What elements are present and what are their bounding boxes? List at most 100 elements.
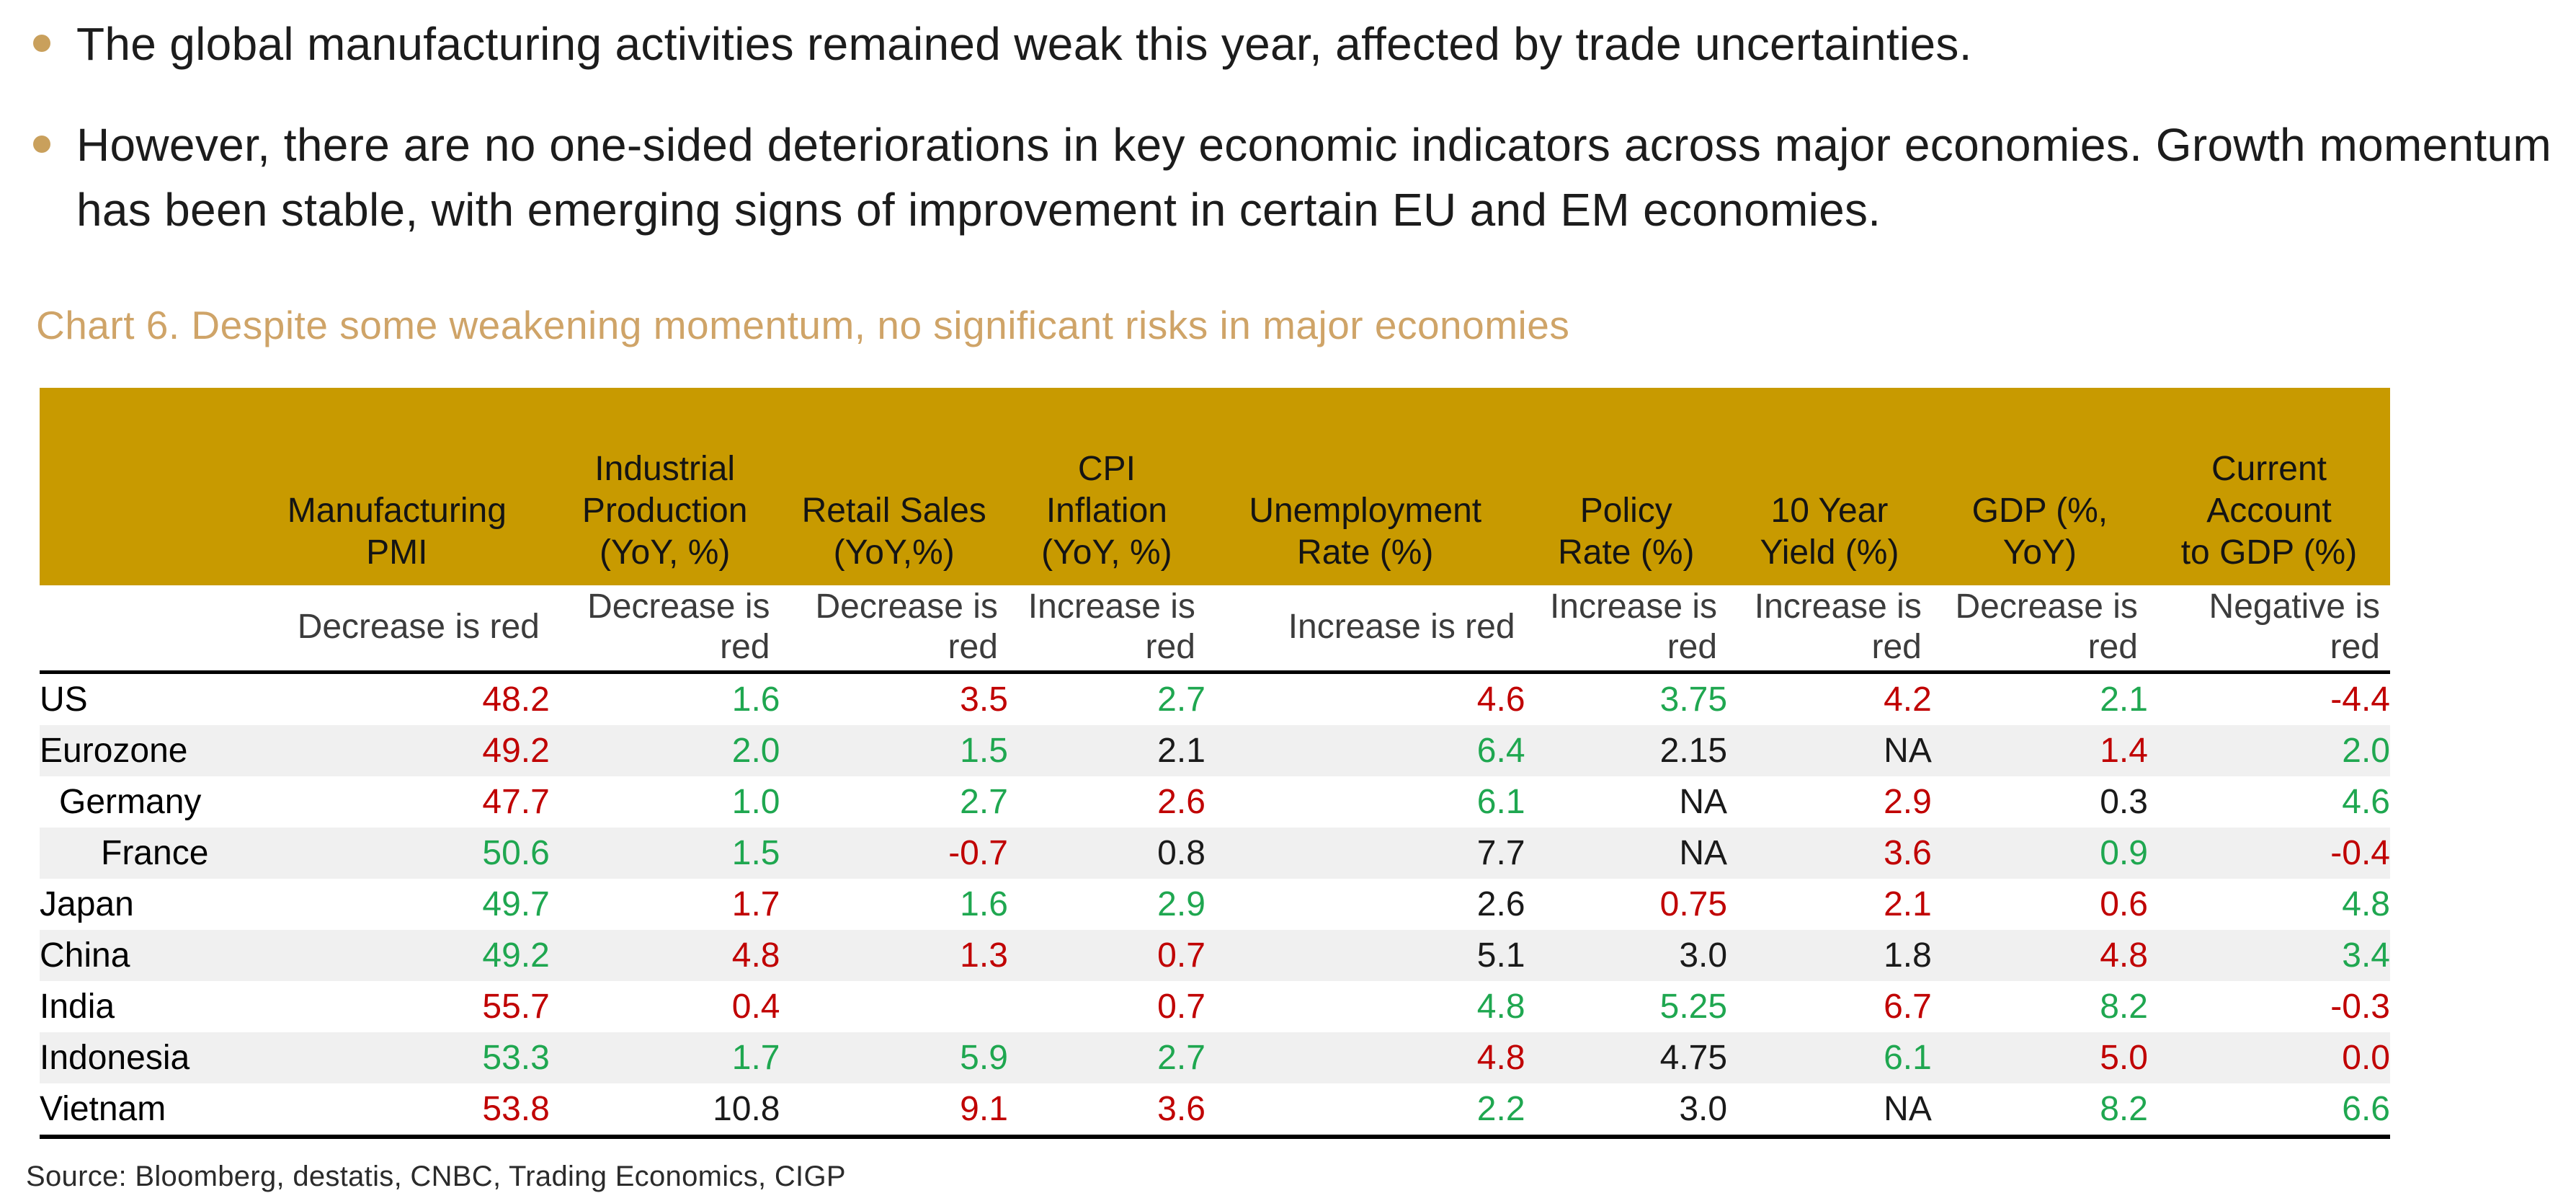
value-cell: 0.75: [1659, 885, 1728, 924]
subheader-cell: Negative is red: [2147, 585, 2390, 675]
value-cell: 2.1: [2100, 680, 2148, 719]
country-cell: Vietnam: [40, 1083, 244, 1140]
value-cell: 50.6: [482, 834, 550, 873]
header-cell-unemployment-rate: Unemployment Rate (%): [1205, 388, 1525, 586]
subheader-cell: Decrease is red: [549, 585, 780, 675]
table-row: China 49.2 4.8 1.3 0.7 5.1 3.0 1.8 4.8 3.4: [40, 930, 2390, 982]
table-header: Manufacturing PMI Industrial Production …: [40, 388, 2390, 675]
value-cell: 0.8: [1157, 834, 1205, 873]
bullet-list: The global manufacturing activities rema…: [0, 0, 2576, 242]
value-cell: 4.2: [1884, 680, 1932, 719]
value-cell: 0.7: [1157, 988, 1205, 1026]
table-row: Eurozone 49.2 2.0 1.5 2.1 6.4 2.15 NA 1.4 2.0: [40, 725, 2390, 777]
value-cell: 2.1: [1884, 885, 1932, 924]
value-cell: 8.2: [2100, 988, 2148, 1026]
value-cell: 2.0: [2342, 732, 2390, 771]
value-cell: NA: [1884, 732, 1932, 771]
value-cell: -0.7: [948, 834, 1008, 873]
country-cell: India: [40, 988, 115, 1026]
value-cell: 1.5: [731, 834, 780, 873]
country-cell: US: [40, 680, 88, 719]
value-cell: 1.3: [960, 936, 1008, 975]
country-cell: Indonesia: [40, 1039, 190, 1078]
value-cell: 49.2: [482, 936, 550, 975]
value-cell: 7.7: [1476, 834, 1525, 873]
bullet-icon: [33, 136, 50, 153]
table-header-row: Manufacturing PMI Industrial Production …: [40, 388, 2390, 586]
country-cell: Germany: [59, 783, 202, 822]
value-cell: 3.4: [2342, 936, 2390, 975]
value-cell: 1.0: [731, 783, 780, 822]
value-cell: 48.2: [482, 680, 550, 719]
value-cell: NA: [1679, 834, 1728, 873]
value-cell: [780, 981, 1008, 1032]
table-row: Germany 47.7 1.0 2.7 2.6 6.1 NA 2.9 0.3 4.6: [40, 776, 2390, 828]
value-cell: 49.7: [482, 885, 550, 924]
header-cell-policy-rate: Policy Rate (%): [1525, 388, 1728, 586]
value-cell: 3.0: [1525, 1083, 1728, 1140]
header-cell-cpi-inflation: CPI Inflation (YoY, %): [1007, 388, 1205, 586]
value-cell: 55.7: [482, 988, 550, 1026]
value-cell: 2.7: [1157, 1039, 1205, 1078]
table-row: Japan 49.7 1.7 1.6 2.9 2.6 0.75 2.1 0.6 4.8: [40, 879, 2390, 930]
table-body: US 48.2 1.6 3.5 2.7 4.6 3.75 4.2 2.1 -4.4 Eurozone…: [40, 673, 2390, 1140]
subheader-cell: Increase is red: [1727, 585, 1932, 675]
value-cell: 5.0: [2100, 1039, 2148, 1078]
value-cell: 5.1: [1476, 936, 1525, 975]
value-cell: 1.6: [960, 885, 1008, 924]
table-subheader-row: Decrease is red Decrease is red Decrease…: [40, 585, 2390, 675]
value-cell: 49.2: [482, 732, 550, 771]
economic-indicators-table: Manufacturing PMI Industrial Production …: [40, 388, 2390, 1140]
value-cell: 4.8: [1476, 988, 1525, 1026]
header-cell-country: [40, 388, 244, 586]
value-cell: 5.9: [960, 1039, 1008, 1078]
value-cell: 10.8: [549, 1083, 780, 1140]
subheader-cell: Decrease is red: [780, 585, 1008, 675]
value-cell: 6.6: [2147, 1083, 2390, 1140]
subheader-cell: Increase is red: [1525, 585, 1728, 675]
value-cell: 3.5: [960, 680, 1008, 719]
value-cell: 1.8: [1884, 936, 1932, 975]
value-cell: 1.6: [731, 680, 780, 719]
header-cell-current-account: Current Account to GDP (%): [2147, 388, 2390, 586]
value-cell: 4.6: [2342, 783, 2390, 822]
value-cell: 1.7: [731, 1039, 780, 1078]
country-cell: France: [101, 834, 209, 873]
value-cell: 2.9: [1157, 885, 1205, 924]
value-cell: 3.6: [1007, 1083, 1205, 1140]
value-cell: 2.0: [731, 732, 780, 771]
value-cell: 3.6: [1884, 834, 1932, 873]
value-cell: -4.4: [2330, 680, 2390, 719]
source-note: Source: Bloomberg, destatis, CNBC, Tradi…: [26, 1161, 846, 1193]
country-cell: Japan: [40, 885, 134, 924]
header-cell-retail-sales: Retail Sales (YoY,%): [780, 388, 1008, 586]
value-cell: 2.7: [960, 783, 1008, 822]
bullet-item: However, there are no one-sided deterior…: [33, 112, 2552, 242]
value-cell: 6.1: [1476, 783, 1525, 822]
value-cell: -0.3: [2330, 988, 2390, 1026]
value-cell: NA: [1679, 783, 1728, 822]
country-cell: China: [40, 936, 130, 975]
value-cell: 6.4: [1476, 732, 1525, 771]
value-cell: 0.3: [2100, 783, 2148, 822]
value-cell: 4.75: [1659, 1039, 1728, 1078]
bullet-item: The global manufacturing activities rema…: [33, 12, 2552, 76]
value-cell: 2.7: [1157, 680, 1205, 719]
table-row: Indonesia 53.3 1.7 5.9 2.7 4.8 4.75 6.1 5.0 0.0: [40, 1032, 2390, 1084]
value-cell: 2.2: [1205, 1083, 1525, 1140]
value-cell: 0.0: [2342, 1039, 2390, 1078]
value-cell: 47.7: [482, 783, 550, 822]
bullet-icon: [33, 35, 50, 52]
value-cell: 2.6: [1157, 783, 1205, 822]
value-cell: 3.0: [1679, 936, 1728, 975]
value-cell: 4.8: [1476, 1039, 1525, 1078]
subheader-cell: Increase is red: [1205, 585, 1525, 675]
value-cell: 8.2: [1931, 1083, 2148, 1140]
table-row: Vietnam 53.8 10.8 9.1 3.6 2.2 3.0 NA 8.2 6.6: [40, 1083, 2390, 1140]
value-cell: 4.6: [1476, 680, 1525, 719]
header-cell-gdp: GDP (%, YoY): [1931, 388, 2148, 586]
value-cell: 4.8: [2100, 936, 2148, 975]
value-cell: 1.7: [731, 885, 780, 924]
table-row: India 55.7 0.4 0.7 4.8 5.25 6.7 8.2 -0.3: [40, 981, 2390, 1032]
